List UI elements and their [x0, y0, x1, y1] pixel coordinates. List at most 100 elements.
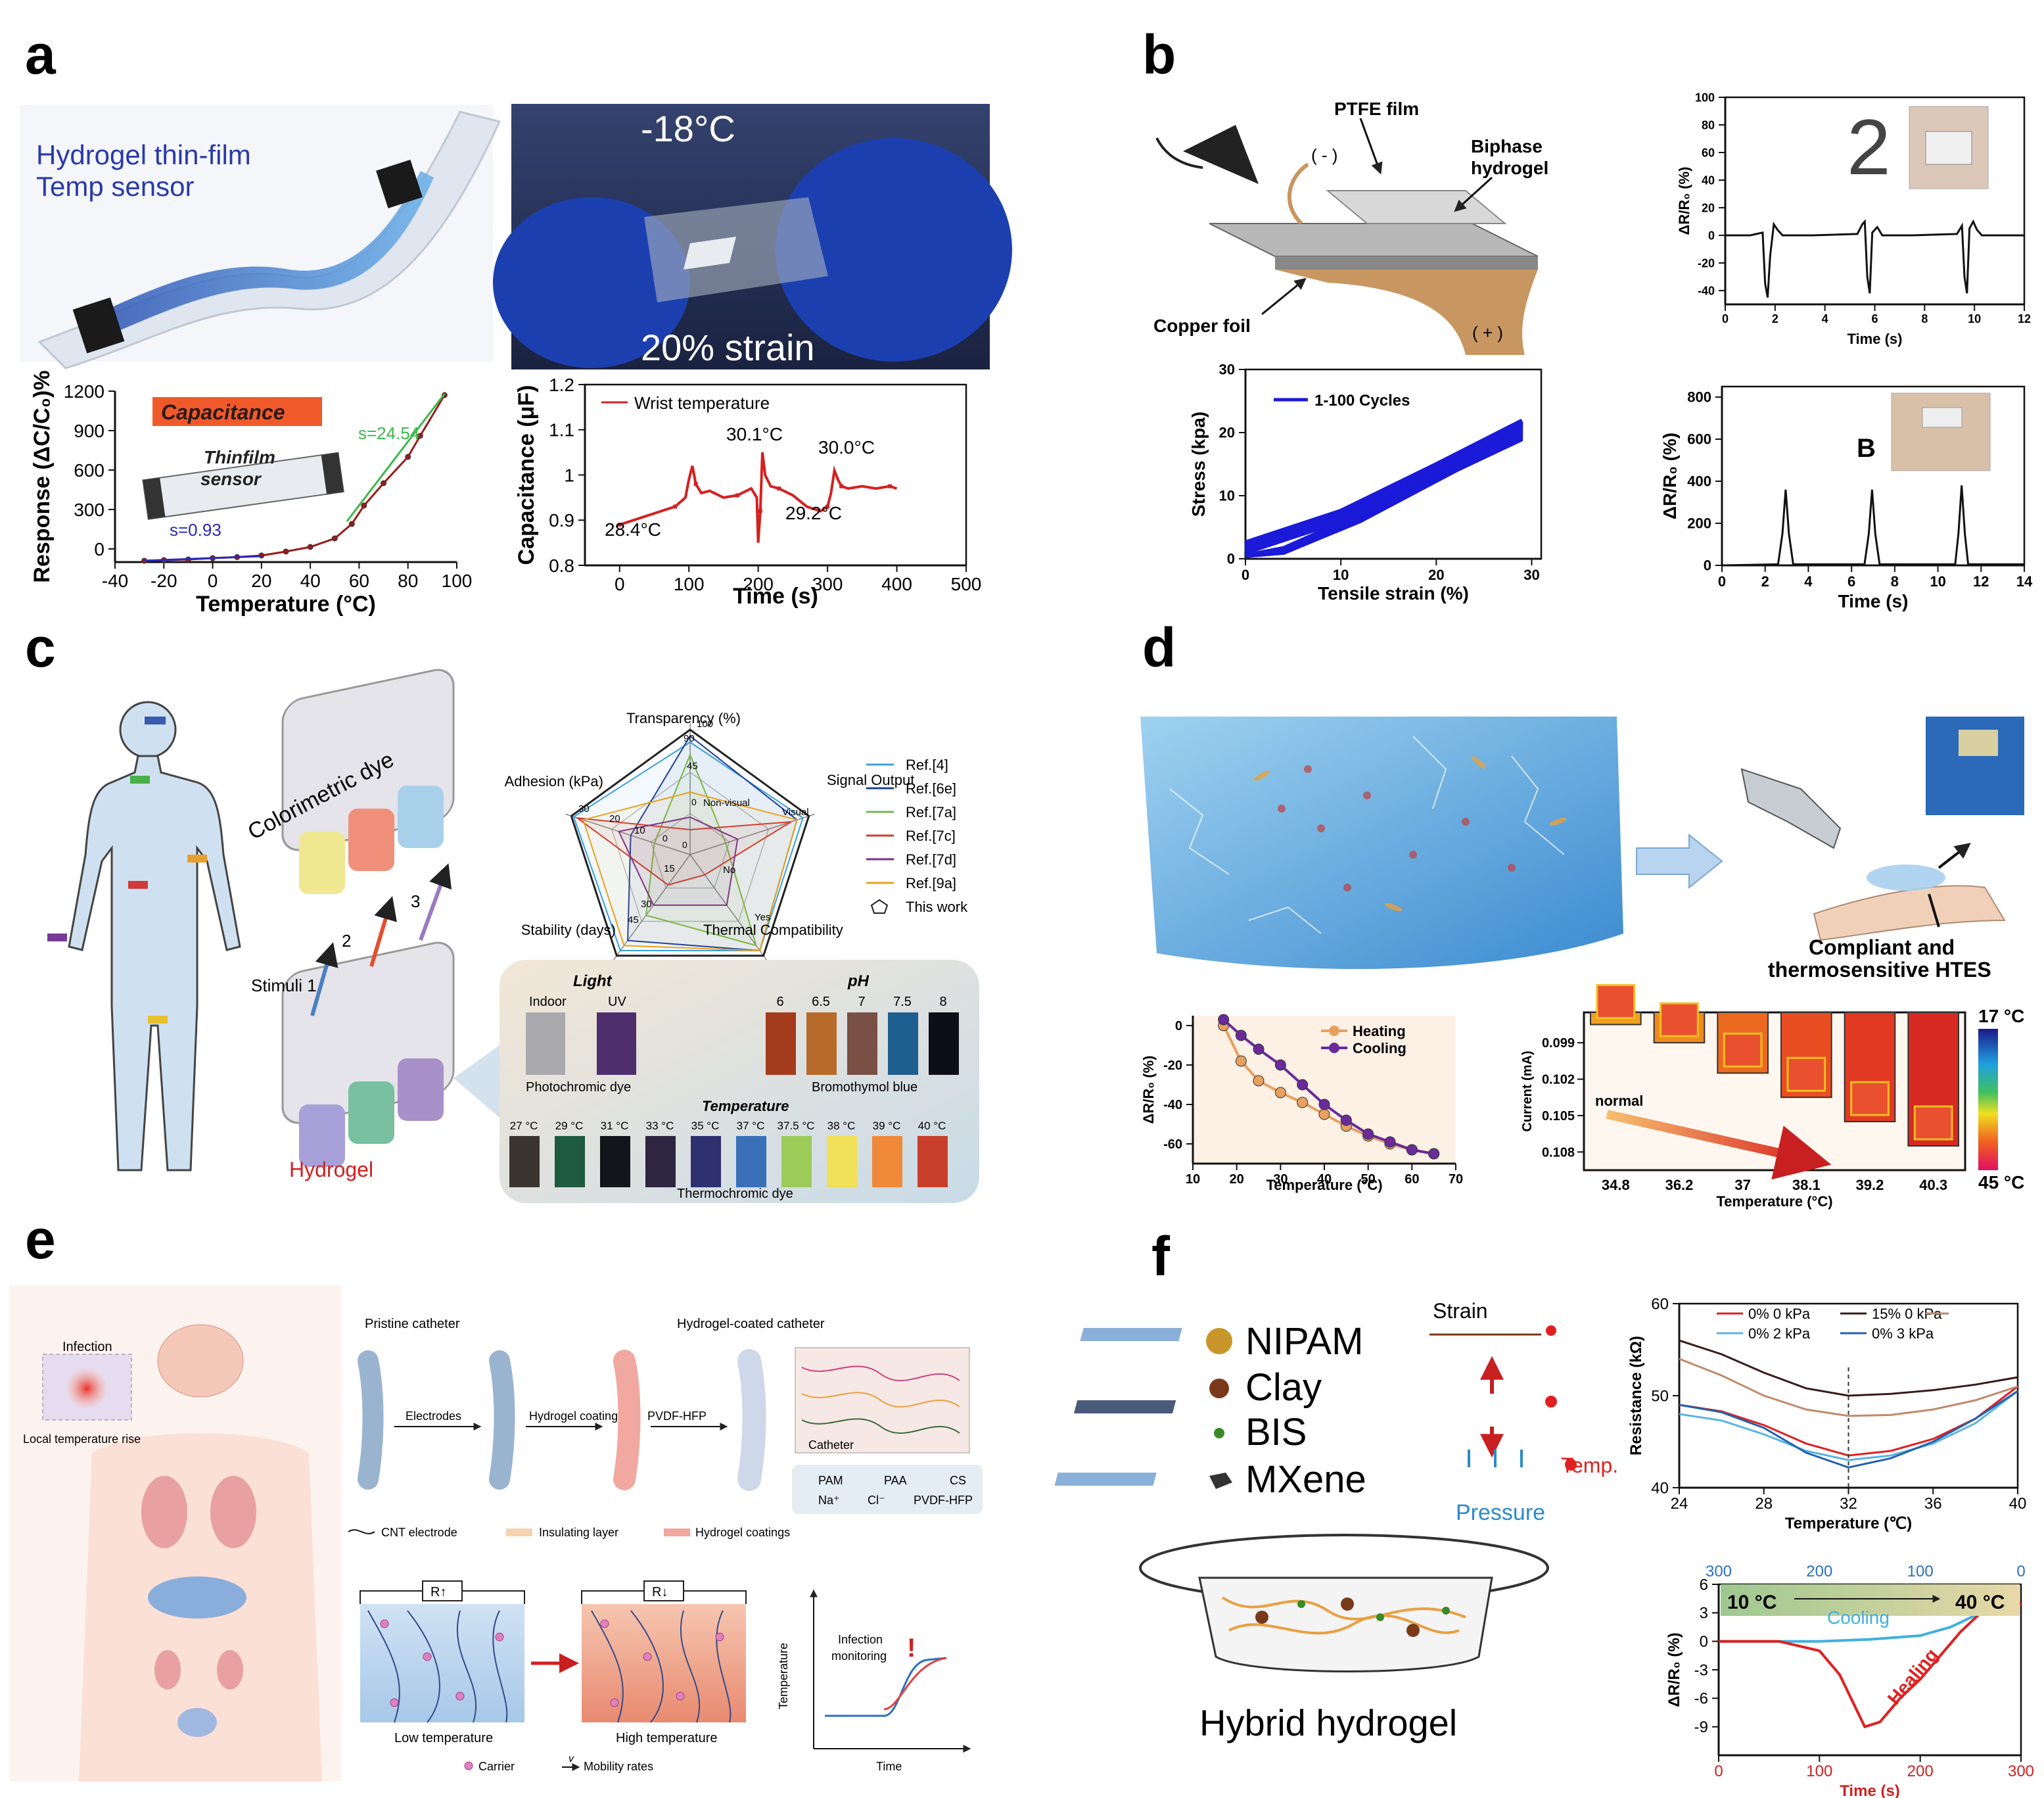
data-point [1218, 1014, 1230, 1026]
temp-swatch-1 [555, 1136, 585, 1187]
ph-title: pH [847, 972, 870, 990]
x-tick-label: 100 [442, 571, 473, 591]
data-point [307, 544, 314, 550]
colorimetric-device: Colorimetric dye Stimuli 1 2 3 Hydrogel [244, 669, 455, 1181]
x-tick-label: 36 [1924, 1495, 1942, 1513]
data-point [1297, 1079, 1309, 1091]
temp-swatch-8 [872, 1136, 902, 1187]
radar-axis-label-0: Transparency (%) [626, 710, 741, 726]
x-tick-label: 10 [1968, 312, 1981, 325]
plot-background [1193, 1016, 1456, 1164]
y-tick-label: 0.8 [549, 556, 574, 576]
data-point [1318, 1099, 1330, 1110]
x-tick-label: 12 [1973, 573, 1989, 590]
inset-b-letter: B [1857, 434, 1876, 463]
x-tick-label: 6 [1871, 312, 1878, 325]
fit-line-low [144, 555, 262, 562]
x-tick-label: 300 [2008, 1763, 2034, 1780]
thermal-image-4 [1850, 1081, 1890, 1116]
legend-label-1: Ref.[6e] [906, 780, 956, 797]
data-point [1274, 1059, 1286, 1071]
catheter-fabrication: Pristine catheter Hydrogel-coated cathet… [342, 1285, 986, 1782]
x-tick-label: 40 [2009, 1495, 2027, 1513]
x-tick-label: 200 [1907, 1763, 1934, 1780]
dye-card: Light Indoor UV Photochromic dye pH 6 6.5… [453, 960, 979, 1203]
radar-tick: 0 [682, 840, 687, 850]
strain-label: Strain [1433, 1299, 1488, 1323]
x-axis-label: Temperature (℃) [1785, 1515, 1912, 1532]
chart-d-deltaR-temperature: 10 20 30 40 50 60 70 0 -20 -40 -60 Temperature (°C)… [1140, 1014, 1463, 1193]
radar-tick: No [723, 864, 735, 876]
series-line-3 [1679, 1390, 2018, 1461]
material-pam: PAM [818, 1474, 843, 1487]
y-axis-label: ΔR/R₀ (%) [1665, 1632, 1683, 1707]
y-tick-label: 30 [1219, 362, 1235, 378]
y-tick-label: 900 [74, 421, 105, 441]
panel-a-photo: -18°C 20% strain [493, 104, 1012, 369]
x-tick-label: 0 [1242, 567, 1249, 583]
data-point [758, 509, 762, 513]
x-tick-label: 12 [2018, 312, 2031, 325]
radar-series-6 [570, 728, 810, 957]
temp-axis-label: Temperature [777, 1643, 790, 1709]
legend-label-6: This work [906, 899, 968, 915]
range-right-label: 40 °C [1955, 1592, 2005, 1613]
temp-value-6: 37.5 °C [778, 1120, 815, 1132]
data-point [1406, 1144, 1418, 1156]
temp-label: Temp. [1561, 1454, 1618, 1477]
light-uv: UV [608, 995, 626, 1009]
y-tick-label: 1.2 [549, 375, 574, 395]
photochromic-caption: Photochromic dye [526, 1080, 631, 1095]
top-x-tick-label: 0 [2016, 1563, 2025, 1580]
radar-grid [611, 771, 770, 922]
x-tick-label: 40 [1317, 1172, 1332, 1187]
y-axis-label: Response (ΔC/C₀)% [30, 370, 55, 582]
temp-value-7: 38 °C [827, 1120, 856, 1132]
component-nipam: NIPAM [1245, 1320, 1363, 1363]
temp-swatches: 27 °C 29 °C 31 °C 33 °C 35 °C 37 °C 37.5 °C 38 … [509, 1120, 948, 1187]
illustration-title-line2: Temp sensor [36, 171, 194, 202]
htes-label-2: thermosensitive HTES [1768, 958, 1991, 982]
high-temp-label: High temperature [616, 1731, 718, 1745]
y-tick-label: 1.1 [549, 420, 574, 440]
data-point [348, 521, 355, 527]
y-tick-label: 20 [1219, 425, 1235, 441]
panel-a-sensor-illustration: Hydrogel thin-film Temp sensor [20, 105, 501, 369]
ph-value-2: 7 [858, 995, 865, 1009]
fever-arrow [1606, 1110, 1832, 1180]
monitor-label-1: Infection [838, 1633, 883, 1646]
data-point [1235, 1055, 1247, 1067]
panel-letter-c: c [25, 617, 56, 678]
data-point [673, 504, 678, 509]
catheter-label: Catheter [808, 1438, 854, 1452]
radar-spoke [565, 813, 691, 855]
component-bis: BIS [1245, 1411, 1307, 1454]
temp-value-9: 40 °C [918, 1120, 946, 1132]
bis-icon [1214, 1428, 1224, 1438]
light-indoor: Indoor [529, 995, 567, 1009]
y-tick-label: 0 [1175, 1019, 1182, 1033]
x-tick-label: 8 [1921, 312, 1928, 325]
material-cs: CS [950, 1474, 966, 1487]
capacitance-badge-text: Capacitance [161, 400, 285, 424]
chart-f-deltaR-time: 0 100 200 300 -9 -6 -3 0 3 6 Time (s) ΔR/R₀ (%) 300 2… [1665, 1563, 2034, 1798]
pristine-label: Pristine catheter [365, 1317, 460, 1331]
radar-spoke [689, 854, 768, 961]
radar-tick: Non-visual [703, 797, 750, 809]
stimuli-2-label: 2 [342, 931, 351, 951]
mobility-label: Mobility rates [584, 1760, 653, 1773]
mxene-icon [1209, 1473, 1232, 1489]
x-tick-label: 80 [398, 571, 418, 591]
human-body-figure [47, 701, 241, 1171]
y-tick-label: 50 [1651, 1387, 1669, 1405]
x-tick-label: 40.3 [1919, 1177, 1947, 1193]
y-tick-label: 80 [1702, 118, 1715, 131]
annotation-3: 30.0°C [818, 437, 875, 458]
y-tick-label: -9 [1694, 1718, 1708, 1736]
temp-swatch-0 [509, 1136, 540, 1187]
temp-value-5: 37 °C [737, 1120, 765, 1132]
x-tick-label: 32 [1840, 1495, 1857, 1513]
light-title: Light [573, 972, 613, 990]
ph-value-0: 6 [776, 995, 783, 1009]
material-na: Na⁺ [818, 1494, 840, 1507]
